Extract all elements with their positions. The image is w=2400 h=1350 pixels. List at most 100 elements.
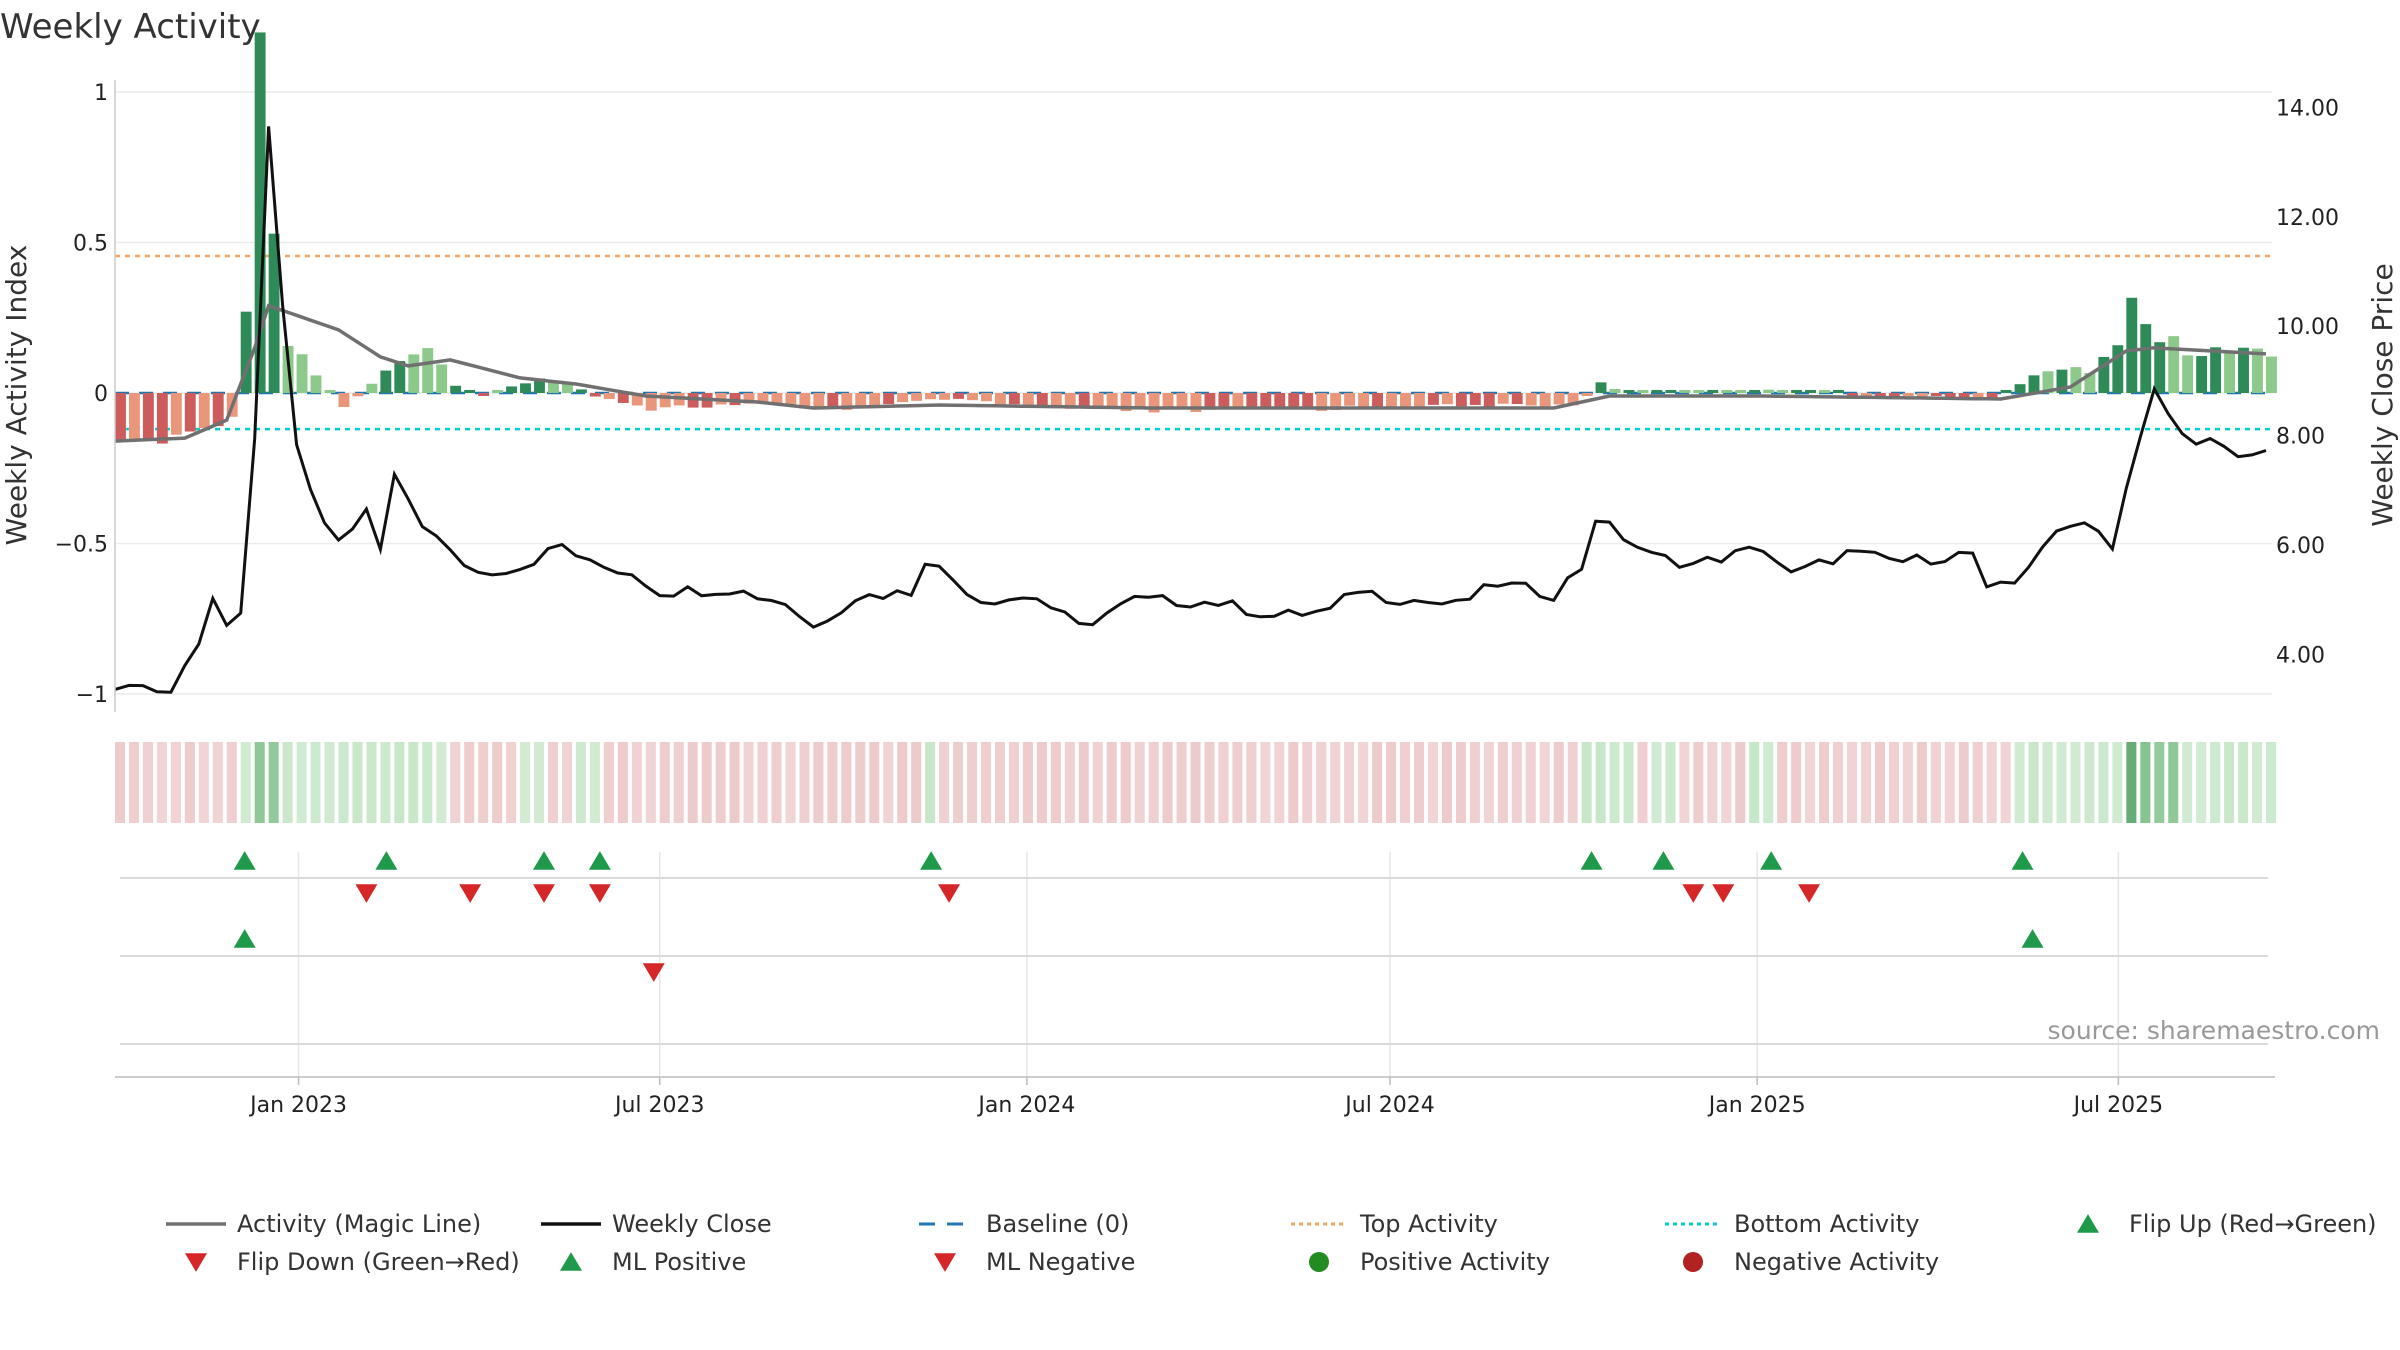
activity-bar <box>1064 392 1076 409</box>
activity-bar <box>1567 392 1579 406</box>
regime-cell <box>2266 742 2277 823</box>
regime-strip <box>115 742 2277 823</box>
flip-down-marker <box>355 884 378 903</box>
activity-bar <box>980 392 992 402</box>
activity-bar <box>631 392 643 406</box>
regime-cell <box>1302 742 1313 823</box>
x-tick-label-4: Jan 2025 <box>1707 1093 1806 1118</box>
regime-cell <box>1036 742 1047 823</box>
activity-bar <box>1274 392 1286 409</box>
activity-bar <box>1846 392 1858 396</box>
regime-cell <box>128 742 140 823</box>
axes: 1 0.5 0 −0.5 −1 14.00 12.00 10.00 8.00 6.00 4.00 Ja… <box>55 80 2339 1118</box>
right-tick-label-4: 6.00 <box>2276 534 2325 559</box>
legend-swatch <box>560 1252 582 1271</box>
activity-bar <box>1246 392 1258 407</box>
legend-item-0: Activity (Magic Line) <box>166 1210 481 1238</box>
left-axis-label: Weekly Activity Index <box>0 245 33 546</box>
activity-bar <box>771 392 783 405</box>
activity-bar <box>1609 389 1621 393</box>
regime-cell <box>296 742 307 823</box>
regime-cell <box>1595 742 1606 823</box>
activity-bar <box>408 354 420 393</box>
regime-cell <box>2196 742 2207 823</box>
regime-cell <box>1260 742 1271 823</box>
regime-cell <box>422 742 433 823</box>
regime-cell <box>617 742 628 823</box>
regime-cell <box>2070 742 2081 823</box>
regime-cell <box>1525 742 1536 823</box>
legend-label: Flip Up (Red→Green) <box>2129 1210 2377 1238</box>
activity-bar <box>1833 389 1844 393</box>
activity-bar <box>2000 389 2012 393</box>
activity-bar <box>841 392 853 410</box>
regime-cell <box>2140 742 2151 823</box>
activity-bar <box>1777 389 1789 393</box>
regime-cell <box>408 742 419 823</box>
regime-cell <box>715 742 726 823</box>
activity-bar <box>2126 297 2138 393</box>
activity-bar <box>380 370 392 393</box>
activity-bar <box>1413 392 1425 410</box>
legend-item-5: Flip Up (Red→Green) <box>2077 1210 2377 1238</box>
activity-bar <box>2084 372 2096 393</box>
regime-cell <box>1511 742 1522 823</box>
regime-cell <box>1819 742 1830 823</box>
activity-bar <box>352 392 364 397</box>
activity-bar <box>869 392 881 406</box>
activity-bar <box>827 392 839 407</box>
regime-cell <box>310 742 321 823</box>
regime-cell <box>2014 742 2025 823</box>
regime-cell <box>1874 742 1885 823</box>
activity-bar <box>520 383 531 393</box>
regime-cell <box>1651 742 1662 823</box>
activity-bar <box>1483 392 1495 409</box>
regime-cell <box>1846 742 1858 823</box>
flip-up-marker <box>2011 851 2034 870</box>
regime-cell <box>1944 742 1955 823</box>
activity-bar <box>1623 389 1635 393</box>
flip-down-marker <box>459 884 482 903</box>
flip-markers <box>233 851 2044 982</box>
flip-down-marker <box>588 884 611 903</box>
regime-cell <box>757 742 768 823</box>
regime-cell <box>1749 742 1760 823</box>
ml-negative-marker <box>642 963 665 982</box>
right-tick-label-3: 8.00 <box>2276 425 2325 450</box>
flip-up-marker <box>375 851 398 870</box>
activity-bar <box>1497 392 1509 404</box>
regime-cell <box>1316 742 1327 823</box>
regime-cell <box>1763 742 1774 823</box>
legend-label: Positive Activity <box>1360 1248 1550 1276</box>
regime-cell <box>1567 742 1578 823</box>
activity-bar <box>1944 392 1956 398</box>
regime-cell <box>1986 742 1997 823</box>
regime-cell <box>184 742 195 823</box>
activity-bar <box>1553 392 1565 405</box>
regime-cell <box>603 742 614 823</box>
regime-cell <box>2084 742 2095 823</box>
regime-cell <box>673 742 684 823</box>
regime-cell <box>1218 742 1229 823</box>
legend: Activity (Magic Line) Weekly Close Baselin… <box>166 1210 2377 1276</box>
activity-bar <box>1525 392 1537 406</box>
ml-positive-marker <box>233 929 256 948</box>
activity-bar <box>1204 392 1216 410</box>
x-tick-label-5: Jul 2025 <box>2072 1093 2164 1118</box>
activity-bar <box>1721 389 1733 393</box>
regime-cell <box>813 742 824 823</box>
activity-bar <box>1581 392 1593 396</box>
left-tick-label-3: −0.5 <box>55 532 108 557</box>
regime-cell <box>1930 742 1941 823</box>
activity-bar <box>212 392 224 427</box>
activity-bar <box>994 392 1006 405</box>
activity-bar <box>2098 356 2110 393</box>
activity-bar <box>394 360 406 393</box>
source-note: source: sharemaestro.com <box>2048 1016 2381 1045</box>
regime-cell <box>1078 742 1089 823</box>
regime-cell <box>1665 742 1676 823</box>
activity-bar <box>338 392 350 407</box>
right-tick-label-5: 4.00 <box>2276 644 2325 669</box>
regime-cell <box>1958 742 1969 823</box>
regime-cell <box>869 742 880 823</box>
